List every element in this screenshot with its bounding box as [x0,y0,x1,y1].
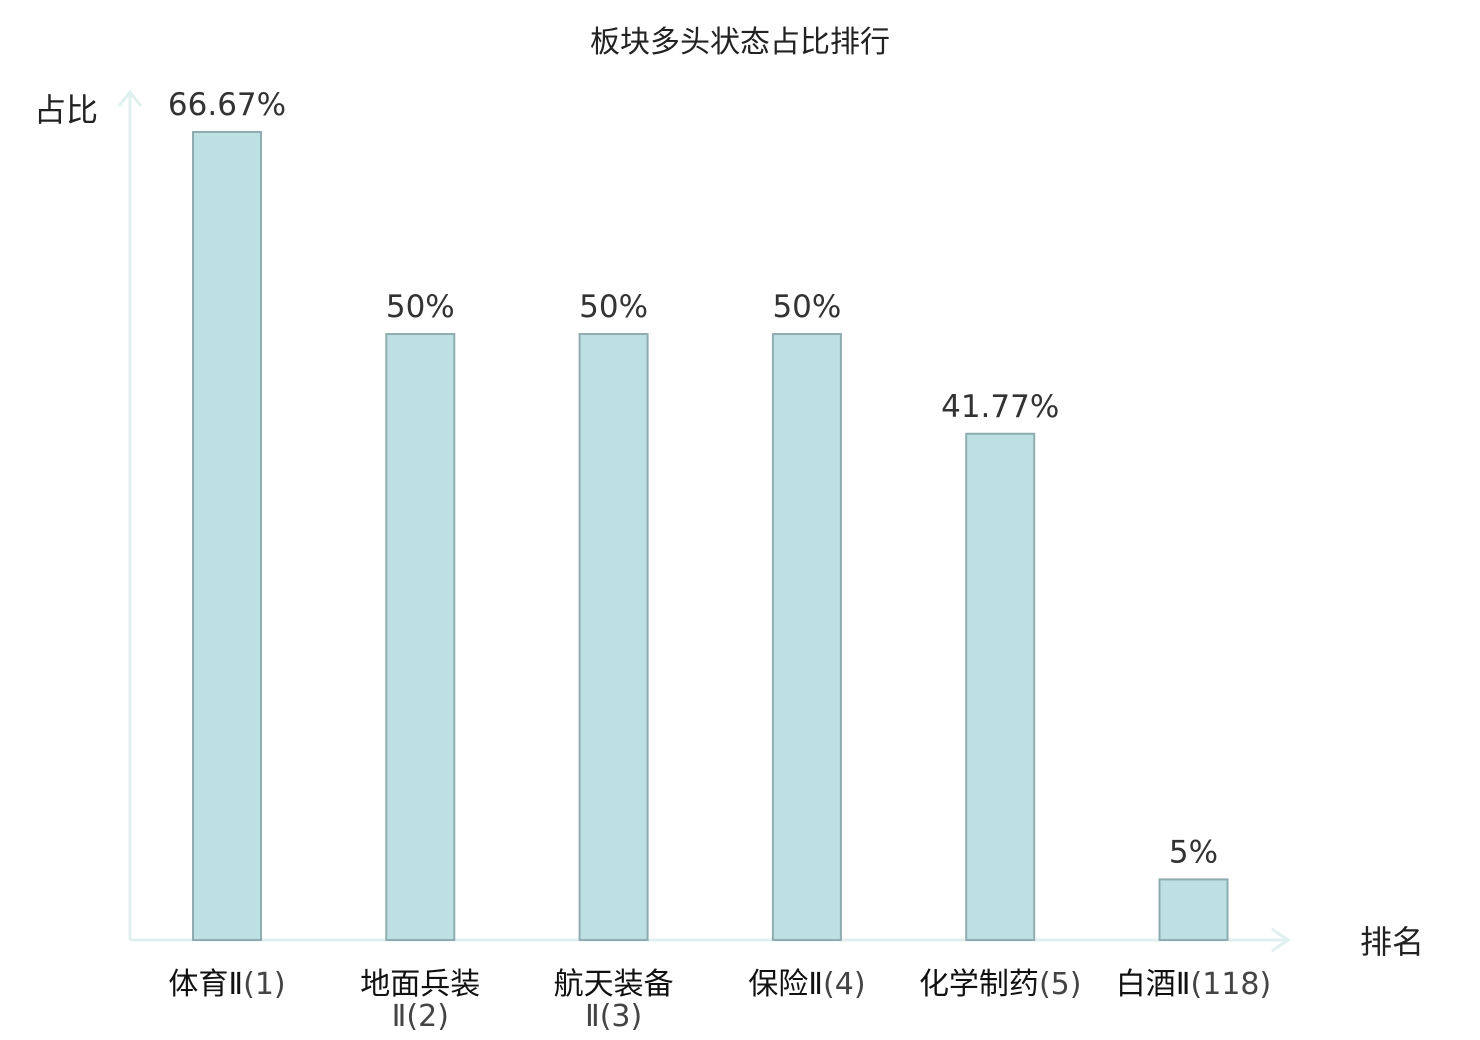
data-label: 66.67% [168,87,286,123]
x-axis-arrow [1271,927,1291,953]
category-label: 体育Ⅱ(1) [168,967,285,1002]
bar [771,333,842,942]
category-name: 化学制药 [919,967,1039,1002]
y-axis-arrow [117,89,143,107]
category-rank-label: Ⅱ(3) [585,999,642,1034]
category-name: 白酒Ⅱ [1116,967,1191,1002]
category-label: 航天装备 [554,967,674,1002]
category-rank: (4) [823,967,866,1002]
category-rank: (118) [1191,967,1272,1002]
category-label: 白酒Ⅱ(118) [1116,967,1271,1002]
bar [192,131,262,941]
data-label: 5% [1169,834,1218,870]
category-rank-label: Ⅱ(2) [392,999,449,1034]
category-rank: (5) [1039,967,1082,1002]
category-name: 保险Ⅱ [748,967,823,1002]
category-rank: (1) [243,967,286,1002]
category-label: 保险Ⅱ(4) [748,967,865,1002]
y-axis-label: 占比 [34,91,98,129]
bar [1158,878,1229,941]
data-label: 50% [772,289,841,325]
category-label: 地面兵装 [360,967,480,1002]
bar [385,333,456,942]
chart-title: 板块多头状态占比排行 [590,25,890,60]
category-name: 体育Ⅱ [168,967,243,1002]
x-axis-label: 排名 [1360,923,1424,961]
data-label: 41.77% [941,389,1059,425]
bar [578,333,649,942]
category-label: 化学制药(5) [919,967,1081,1002]
data-label: 50% [386,289,455,325]
data-label: 50% [579,289,648,325]
bar [965,432,1036,941]
